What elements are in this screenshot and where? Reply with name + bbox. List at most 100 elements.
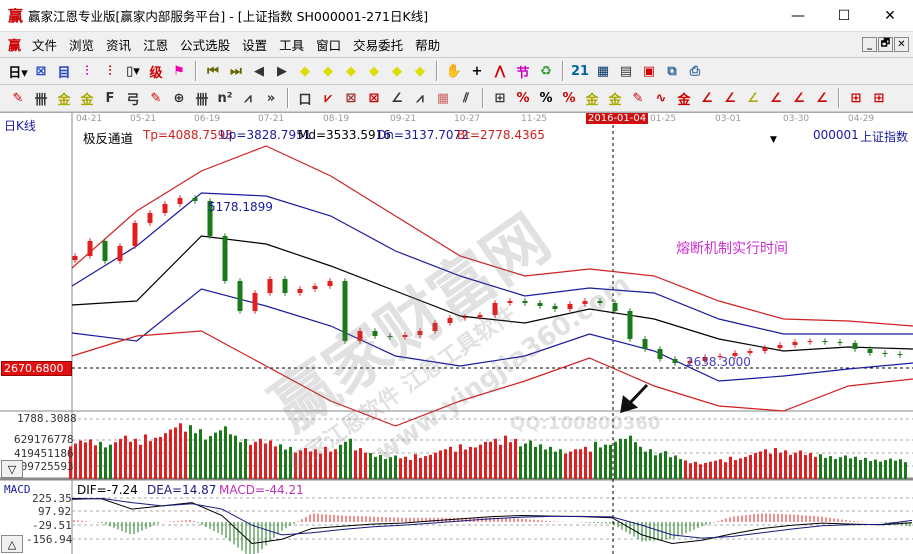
angle-icon[interactable]: ⩘ [244, 90, 252, 106]
kline-chart-area[interactable]: 日K线 04-21 05-21 06-19 07-21 08-19 09-21 10-27 1… [0, 112, 913, 554]
printer-icon[interactable]: ⎙ [689, 63, 701, 79]
kline9-icon[interactable]: ⫶ [108, 63, 112, 79]
volume-bar [624, 438, 627, 479]
volume-bar [159, 436, 162, 479]
percent-red-icon[interactable]: % [516, 90, 530, 106]
first-icon[interactable]: ⏮ [207, 63, 219, 79]
zoom-in-icon[interactable]: ◆ [392, 63, 402, 79]
crosshair-icon[interactable]: + [471, 63, 483, 79]
maximize-button[interactable]: ☐ [837, 8, 851, 24]
menu-item[interactable]: 设置 [242, 38, 268, 53]
more-icon[interactable]: » [266, 90, 276, 106]
zoom-out-icon[interactable]: ◆ [415, 63, 425, 79]
chart-mode-icon[interactable]: ⊠ [35, 63, 47, 79]
move-left-icon[interactable]: ◆ [300, 63, 310, 79]
move-right-icon[interactable]: ◆ [323, 63, 333, 79]
angle2-icon[interactable]: ∠ [391, 90, 403, 106]
pen-icon[interactable]: ✎ [12, 90, 24, 106]
stats-icon[interactable]: ⊞ [494, 90, 506, 106]
shrink-icon[interactable]: ◆ [369, 63, 379, 79]
calculator-icon[interactable]: ▦ [596, 63, 610, 79]
flag-icon[interactable]: ⚑ [173, 63, 185, 79]
fan-icon[interactable]: ⩗ [324, 90, 332, 106]
kline3-icon[interactable]: ⫶ [85, 63, 89, 79]
dropdown-arrow-icon[interactable]: ▼ [770, 135, 777, 145]
angle-four-icon[interactable]: ∠ [816, 90, 828, 106]
mdi-restore-button[interactable]: 🗗 [878, 37, 893, 52]
last-icon[interactable]: ⏭ [230, 63, 242, 79]
menu-item[interactable]: 工具 [279, 38, 305, 53]
zigzag-icon[interactable]: ⩘ [416, 90, 424, 106]
menu-item[interactable]: 交易委托 [353, 38, 404, 53]
volume-bar [264, 443, 267, 479]
gold-line-icon[interactable]: 金 [608, 92, 622, 108]
parallel-icon[interactable]: ⫽ [463, 90, 469, 106]
expand-icon[interactable]: ◆ [346, 63, 356, 79]
gold-circle-icon[interactable]: 金 [585, 92, 599, 108]
volume-bar [89, 439, 92, 479]
notes-icon[interactable]: ▤ [619, 63, 633, 79]
volume-bar [154, 437, 157, 479]
save-icon[interactable]: ▣ [642, 63, 656, 79]
volume-bar [179, 423, 182, 479]
wave-icon[interactable]: ∿ [655, 90, 667, 106]
brush-icon[interactable]: ✎ [150, 90, 162, 106]
gann-box-icon[interactable]: ⊠ [345, 90, 357, 106]
gold2-icon[interactable]: 金 [80, 92, 94, 108]
volume-bar [619, 438, 622, 479]
angle-gold-icon[interactable]: ∠ [747, 90, 759, 106]
list-icon[interactable]: 目 [57, 65, 71, 81]
scroll-up-button[interactable]: △ [1, 535, 23, 553]
candle-icon[interactable]: ▯▾ [126, 63, 140, 79]
gann-icon[interactable]: 级 [149, 65, 163, 81]
gold-box-icon[interactable]: 金 [677, 92, 691, 108]
volume-bar [319, 453, 322, 479]
box-tool-icon[interactable]: 口 [298, 92, 312, 108]
percent-line-icon[interactable]: % [562, 90, 576, 106]
mdi-close-button[interactable]: ✕ [894, 37, 909, 52]
menu-item[interactable]: 资讯 [106, 38, 132, 53]
menu-item[interactable]: 浏览 [69, 38, 95, 53]
menu-item[interactable]: 江恩 [143, 38, 169, 53]
volume-bar [749, 454, 752, 479]
grid-icon[interactable]: ▦ [436, 90, 450, 106]
layout1-icon[interactable]: ⊞ [850, 90, 862, 106]
next-icon[interactable]: ▶ [277, 63, 287, 79]
festival-icon[interactable]: 节 [516, 65, 530, 81]
polyline-icon[interactable]: ⋀ [494, 63, 506, 79]
mdi-minimize-button[interactable]: _ [862, 37, 877, 52]
period-day-icon[interactable]: 日▾ [8, 65, 28, 81]
x-tick-label: 08-19 [323, 114, 350, 124]
network-icon[interactable]: ⧉ [667, 63, 677, 79]
chart-canvas[interactable] [0, 113, 913, 554]
circle-icon[interactable]: ⊕ [173, 90, 185, 106]
gold1-icon[interactable]: 金 [57, 92, 71, 108]
grid-lines-icon[interactable]: 卌 [195, 92, 209, 108]
fib-icon[interactable]: F [105, 90, 115, 106]
volume-bar [204, 439, 207, 479]
layout2-icon[interactable]: ⊞ [873, 90, 885, 106]
menu-item[interactable]: 文件 [32, 38, 58, 53]
percent-icon[interactable]: % [539, 90, 553, 106]
angle-ying-icon[interactable]: ∠ [793, 90, 805, 106]
calendar-icon[interactable]: 21 [570, 63, 590, 79]
volume-bar [279, 444, 282, 479]
pen-line-icon[interactable]: ✎ [632, 90, 644, 106]
angle-f-icon[interactable]: ∠ [724, 90, 736, 106]
gann-square-icon[interactable]: ⊠ [368, 90, 380, 106]
angle-j-icon[interactable]: ∠ [701, 90, 713, 106]
hand-icon[interactable]: ✋ [445, 63, 463, 79]
menu-item[interactable]: 公式选股 [180, 38, 231, 53]
volume-bar [374, 456, 377, 479]
gann-lines-icon[interactable]: 卌 [34, 92, 48, 108]
prev-icon[interactable]: ◀ [254, 63, 264, 79]
angle-lian-icon[interactable]: ∠ [770, 90, 782, 106]
minimize-button[interactable]: — [791, 8, 805, 24]
spiral-icon[interactable]: 弓 [126, 92, 140, 108]
scroll-down-button[interactable]: ▽ [1, 460, 23, 478]
menu-item[interactable]: 帮助 [415, 38, 441, 53]
n2-icon[interactable]: n² [217, 90, 233, 106]
recycle-icon[interactable]: ♻ [540, 63, 552, 79]
menu-item[interactable]: 窗口 [316, 38, 342, 53]
close-button[interactable]: ✕ [884, 8, 896, 24]
